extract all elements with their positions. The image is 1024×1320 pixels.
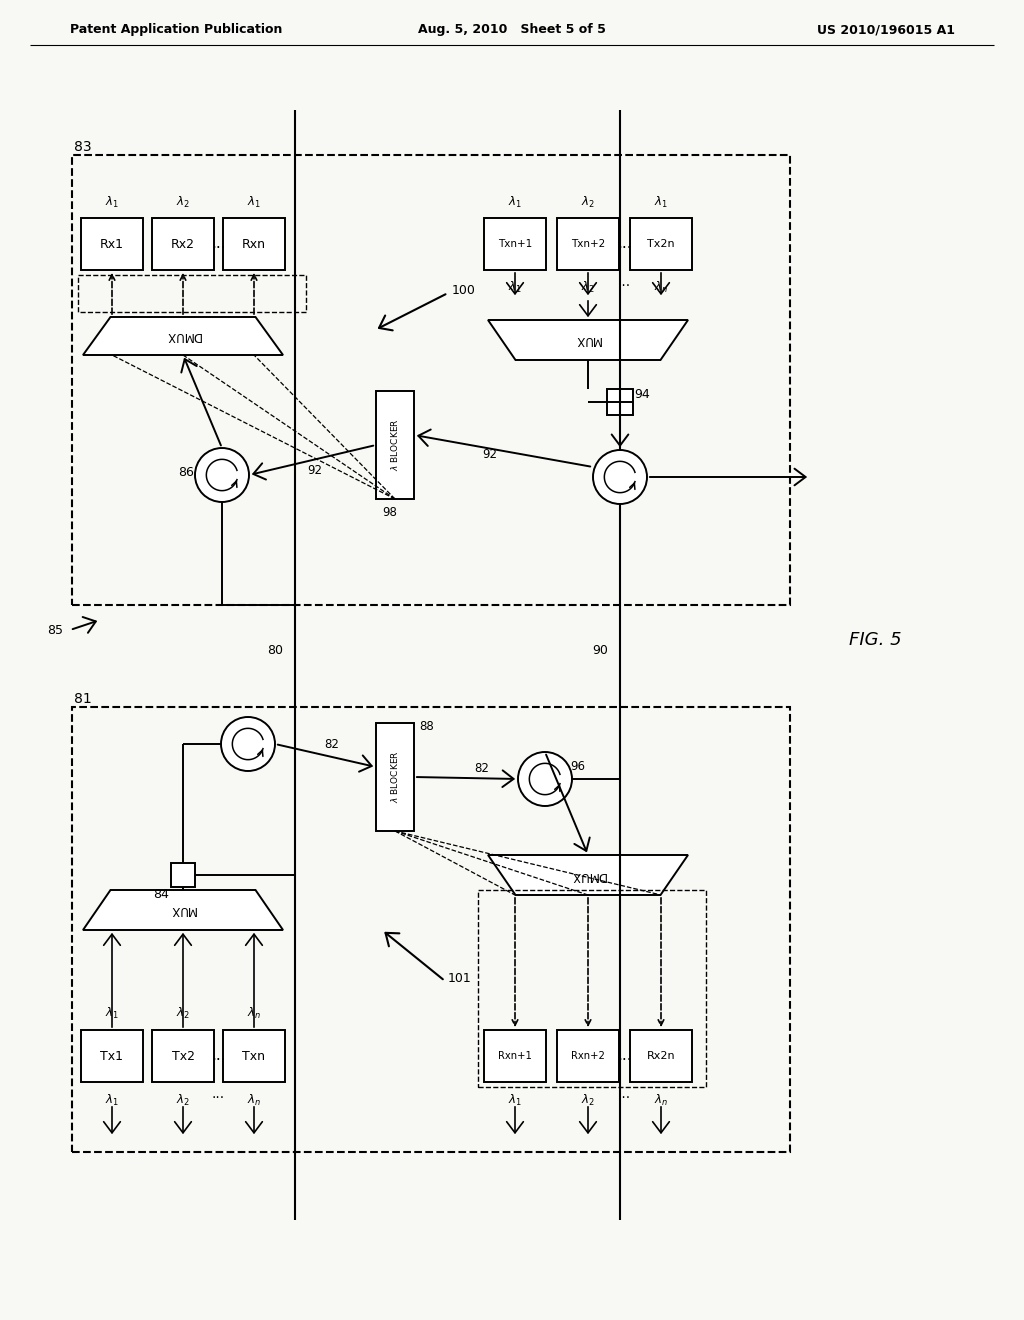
Text: $\lambda_1$: $\lambda_1$: [105, 1093, 119, 1107]
Bar: [81, 218, 143, 271]
Text: ...: ...: [617, 236, 632, 252]
Text: $\lambda_1$: $\lambda_1$: [654, 194, 668, 210]
Bar: [171, 863, 195, 887]
Text: $\lambda_1$: $\lambda_1$: [247, 194, 261, 210]
Text: $\lambda_n$: $\lambda_n$: [247, 1093, 261, 1107]
Text: 85: 85: [47, 623, 63, 636]
Bar: [630, 1030, 692, 1082]
Text: 100: 100: [452, 284, 476, 297]
Text: 80: 80: [267, 644, 283, 656]
Text: 92: 92: [307, 463, 323, 477]
Bar: [557, 218, 618, 271]
Bar: [152, 218, 214, 271]
Text: ...: ...: [211, 1048, 226, 1064]
Bar: [152, 1030, 214, 1082]
Bar: [223, 218, 285, 271]
Text: ...: ...: [211, 236, 226, 252]
Text: 81: 81: [74, 692, 92, 706]
Bar: [72, 708, 790, 1152]
Text: 88: 88: [420, 721, 434, 734]
Bar: [223, 1030, 285, 1082]
Text: Rxn+1: Rxn+1: [498, 1051, 531, 1061]
Text: Tx2n: Tx2n: [647, 239, 675, 249]
Circle shape: [593, 450, 647, 504]
Text: $\lambda$ BLOCKER: $\lambda$ BLOCKER: [389, 418, 400, 471]
Text: Rx2n: Rx2n: [647, 1051, 675, 1061]
Text: $\lambda_2$: $\lambda_2$: [581, 1093, 595, 1107]
Text: $\lambda_n$: $\lambda_n$: [247, 1006, 261, 1020]
Bar: [607, 389, 633, 414]
Bar: [630, 218, 692, 271]
Text: Tx2: Tx2: [171, 1049, 195, 1063]
Text: $\lambda_2$: $\lambda_2$: [176, 1093, 190, 1107]
Text: 82: 82: [474, 762, 489, 775]
Text: $\lambda_n$: $\lambda_n$: [654, 1093, 668, 1107]
Text: $\lambda_2$: $\lambda_2$: [581, 194, 595, 210]
Text: MUX: MUX: [170, 903, 197, 916]
Text: 92: 92: [482, 449, 498, 462]
Text: $\lambda_n$: $\lambda_n$: [654, 280, 668, 294]
Text: 84: 84: [153, 888, 169, 902]
Text: Tx1: Tx1: [100, 1049, 124, 1063]
Text: Txn: Txn: [243, 1049, 265, 1063]
Text: ...: ...: [617, 275, 631, 289]
Text: Patent Application Publication: Patent Application Publication: [70, 24, 283, 37]
Text: Txn+2: Txn+2: [570, 239, 605, 249]
Text: 86: 86: [178, 466, 194, 479]
Text: $\lambda_2$: $\lambda_2$: [581, 280, 595, 294]
Bar: [78, 275, 306, 312]
Text: Aug. 5, 2010   Sheet 5 of 5: Aug. 5, 2010 Sheet 5 of 5: [418, 24, 606, 37]
Bar: [376, 391, 414, 499]
Text: Txn+1: Txn+1: [498, 239, 532, 249]
Text: 83: 83: [74, 140, 91, 154]
Text: Rx1: Rx1: [100, 238, 124, 251]
Circle shape: [518, 752, 572, 807]
Text: ...: ...: [617, 1048, 632, 1064]
Polygon shape: [488, 319, 688, 360]
Text: $\lambda_2$: $\lambda_2$: [176, 194, 190, 210]
Text: DMUX: DMUX: [570, 869, 606, 882]
Text: $\lambda_1$: $\lambda_1$: [508, 1093, 522, 1107]
Bar: [557, 1030, 618, 1082]
Text: $\lambda$ BLOCKER: $\lambda$ BLOCKER: [389, 751, 400, 804]
Text: $\lambda_1$: $\lambda_1$: [105, 194, 119, 210]
Text: MUX: MUX: [574, 334, 601, 346]
Text: 101: 101: [449, 972, 472, 985]
Text: US 2010/196015 A1: US 2010/196015 A1: [817, 24, 955, 37]
Text: $\lambda_1$: $\lambda_1$: [508, 280, 522, 294]
Text: 94: 94: [634, 388, 650, 400]
Text: Rx2: Rx2: [171, 238, 195, 251]
Bar: [376, 723, 414, 832]
Text: ...: ...: [617, 1086, 631, 1101]
Bar: [72, 154, 790, 605]
Text: $\lambda_1$: $\lambda_1$: [508, 194, 522, 210]
Text: 96: 96: [570, 760, 586, 774]
Bar: [478, 890, 706, 1086]
Circle shape: [221, 717, 275, 771]
Text: FIG. 5: FIG. 5: [849, 631, 901, 649]
Bar: [81, 1030, 143, 1082]
Polygon shape: [83, 890, 283, 931]
Text: ...: ...: [212, 1086, 225, 1101]
Text: Rxn: Rxn: [242, 238, 266, 251]
Polygon shape: [488, 855, 688, 895]
Text: 90: 90: [592, 644, 608, 656]
Text: 98: 98: [383, 507, 397, 520]
Text: $\lambda_1$: $\lambda_1$: [105, 1006, 119, 1020]
Text: $\lambda_2$: $\lambda_2$: [176, 1006, 190, 1020]
Polygon shape: [83, 317, 283, 355]
Bar: [484, 1030, 546, 1082]
Text: DMUX: DMUX: [165, 330, 201, 342]
Circle shape: [195, 447, 249, 502]
Text: 82: 82: [325, 738, 339, 751]
Text: Rxn+2: Rxn+2: [571, 1051, 605, 1061]
Bar: [484, 218, 546, 271]
